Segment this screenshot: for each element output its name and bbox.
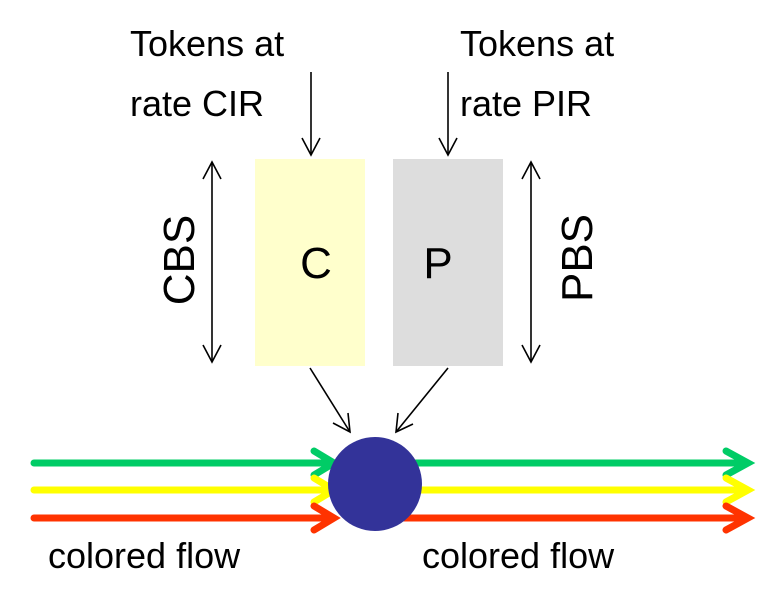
cir-label-line1: Tokens at	[130, 23, 284, 64]
output-flow-yellow	[406, 474, 756, 506]
pir-label-line2: rate PIR	[460, 83, 592, 124]
bucket-p-letter: P	[423, 239, 452, 288]
cir-token-arrow	[301, 72, 321, 157]
output-flow-red	[396, 502, 756, 534]
cbs-label: CBS	[155, 215, 204, 305]
pbs-label: PBS	[553, 214, 602, 302]
input-flow-yellow	[30, 474, 341, 506]
bucket-c	[255, 159, 365, 366]
bucket-c-to-meter-arrow	[309, 367, 351, 434]
bucket-c-letter: C	[300, 239, 332, 288]
input-flow-green	[30, 447, 341, 479]
input-flow-red	[30, 502, 341, 534]
cir-label-line2: rate CIR	[130, 83, 264, 124]
output-flow-label: colored flow	[422, 535, 615, 576]
bucket-p-to-meter-arrow	[395, 367, 449, 434]
output-flow-green	[406, 447, 756, 479]
pir-label-line1: Tokens at	[460, 23, 614, 64]
cbs-size-arrow	[202, 160, 222, 364]
meter-circle	[328, 437, 422, 531]
pir-token-arrow	[438, 72, 458, 157]
pbs-size-arrow	[521, 160, 541, 364]
input-flow-label: colored flow	[48, 535, 241, 576]
bucket-p	[393, 159, 503, 366]
